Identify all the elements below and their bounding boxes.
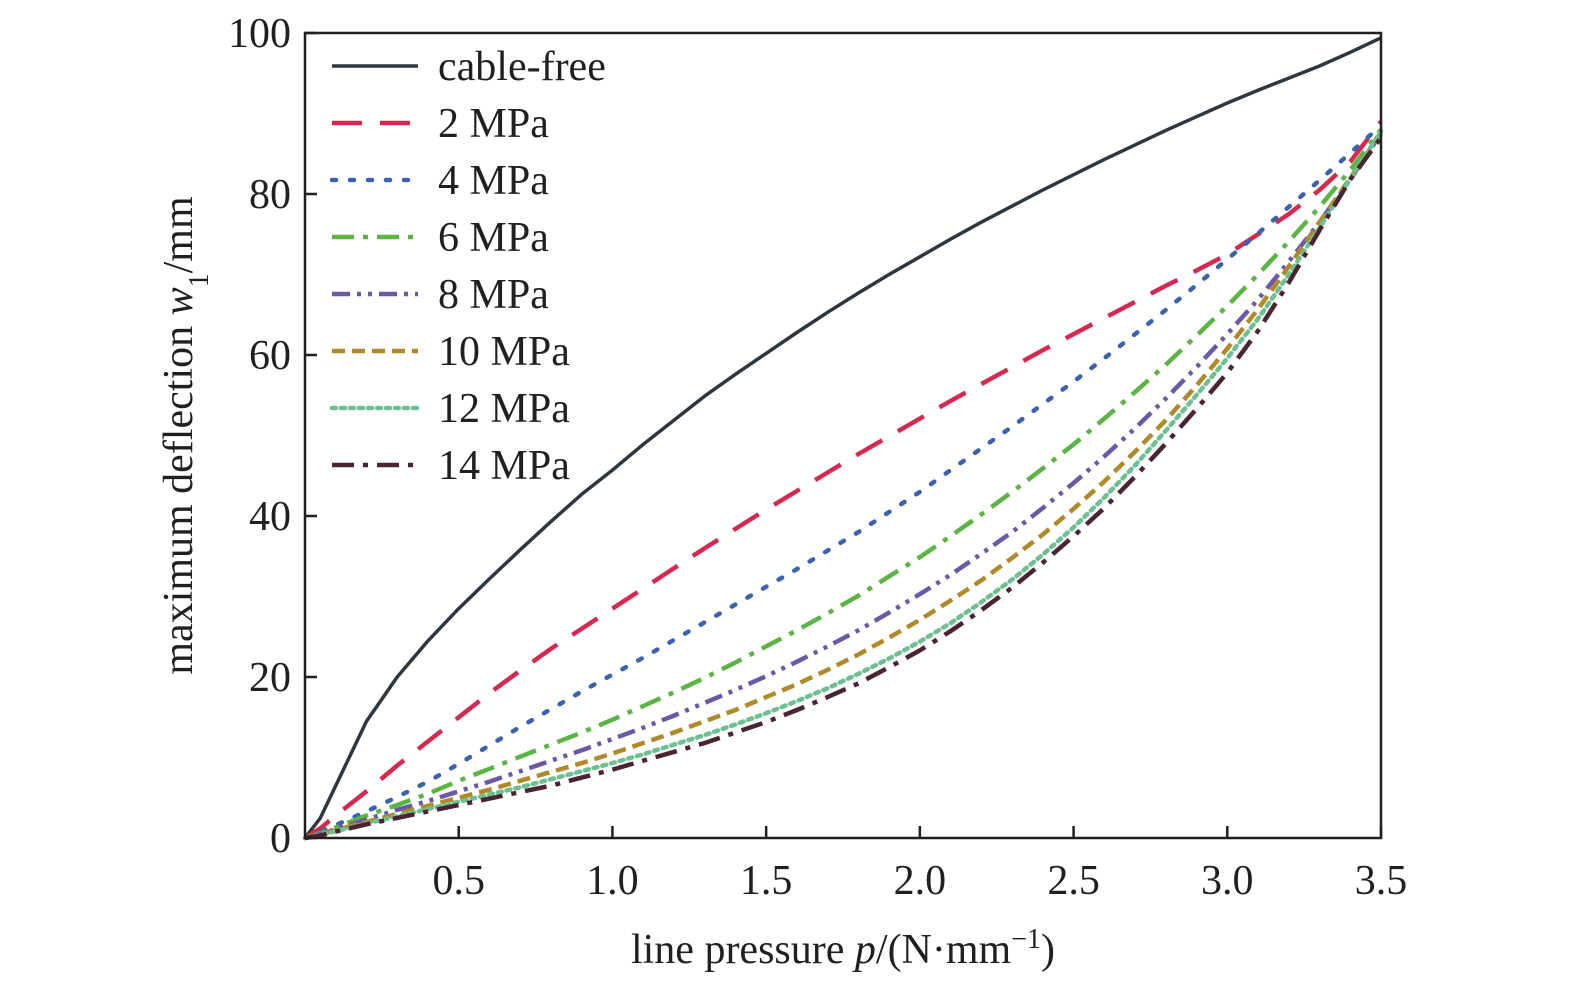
y-tick-label: 0	[270, 816, 291, 862]
x-tick-label: 3.0	[1201, 858, 1254, 904]
legend: cable-free 2 MPa 4 MPa 6 MPa 8 MPa 10 MPa 12 M…	[329, 44, 606, 489]
y-axis-ticks: 0 20 40 60 80 100	[228, 11, 317, 862]
y-tick-label: 60	[249, 333, 291, 379]
x-tick-label: 0.5	[432, 858, 485, 904]
x-axis-ticks: 0.5 1.0 1.5 2.0 2.5 3.0 3.5	[432, 826, 1407, 904]
legend-label-6: 12 MPa	[438, 386, 570, 432]
plot-frame	[303, 31, 1383, 840]
legend-label-2: 4 MPa	[438, 158, 549, 204]
y-tick-label: 80	[249, 172, 291, 218]
y-tick-label: 40	[249, 494, 291, 540]
y-axis-title: maximum deflection w1/mm	[156, 196, 215, 675]
legend-label-5: 10 MPa	[438, 329, 570, 375]
x-tick-label: 2.0	[894, 858, 947, 904]
series-line-5	[304, 131, 1383, 841]
series-line-0	[303, 36, 1382, 840]
series-line-7	[304, 136, 1383, 841]
legend-label-3: 6 MPa	[438, 215, 549, 261]
series-line-6	[302, 128, 1384, 841]
legend-label-1: 2 MPa	[438, 101, 549, 147]
x-tick-label: 1.5	[740, 858, 793, 904]
y-tick-label: 100	[228, 11, 291, 57]
series-line-2	[302, 123, 1384, 841]
series-line-1	[303, 120, 1383, 840]
x-tick-label: 3.5	[1355, 858, 1408, 904]
x-axis-title: line pressure p/(N·mm−1)	[631, 924, 1055, 974]
x-tick-label: 2.5	[1047, 858, 1100, 904]
y-tick-label: 20	[249, 655, 291, 701]
x-tick-label: 1.0	[586, 858, 639, 904]
legend-label-7: 14 MPa	[438, 443, 570, 489]
series-lines	[302, 36, 1384, 841]
legend-label-4: 8 MPa	[438, 272, 549, 318]
legend-label-0: cable-free	[438, 44, 606, 90]
